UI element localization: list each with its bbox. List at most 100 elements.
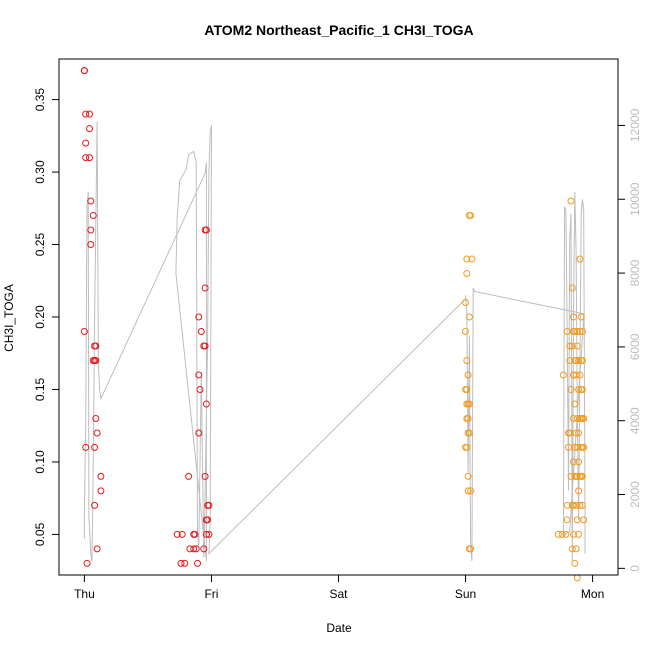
data-point <box>566 342 574 350</box>
data-point <box>563 516 571 524</box>
right-y-tick-label: 8000 <box>628 259 642 286</box>
data-point <box>463 270 471 277</box>
y-tick-label: 0.05 <box>33 522 47 546</box>
data-point <box>578 386 586 393</box>
data-point <box>205 530 213 538</box>
data-point <box>580 516 588 524</box>
data-point <box>571 559 579 567</box>
data-point <box>573 342 581 350</box>
data-point <box>576 501 584 509</box>
y-tick-label: 0.35 <box>33 88 47 112</box>
data-point <box>468 255 476 263</box>
data-point <box>568 284 576 292</box>
data-point <box>173 530 181 538</box>
data-point <box>573 472 581 480</box>
data-point <box>465 313 473 321</box>
data-point <box>202 516 210 524</box>
data-point <box>570 313 577 321</box>
data-point <box>89 212 97 219</box>
data-point <box>192 545 200 553</box>
data-point <box>575 386 583 393</box>
data-point <box>178 530 186 538</box>
data-point <box>558 530 566 538</box>
data-point <box>576 328 584 335</box>
x-axis: Thu Fri Sat Sun Mon <box>74 574 604 601</box>
data-point <box>570 530 577 538</box>
right-y-axis: 0 2000 4000 6000 8000 10000 12000 <box>617 108 642 572</box>
y-axis: 0.05 0.10 0.15 0.20 0.25 0.30 0.35 <box>33 88 60 546</box>
data-point <box>195 371 203 379</box>
data-point <box>572 371 580 379</box>
data-point <box>91 501 99 509</box>
right-y-tick-label: 12000 <box>628 108 642 142</box>
data-point <box>201 342 209 350</box>
data-point <box>92 357 100 364</box>
data-point <box>573 328 581 335</box>
data-point <box>575 487 583 495</box>
data-point <box>562 530 570 538</box>
right-y-tick-label: 0 <box>628 565 642 572</box>
data-point <box>97 472 105 480</box>
data-point <box>93 429 101 437</box>
data-point <box>567 386 575 393</box>
data-point <box>568 342 576 350</box>
data-point <box>575 530 583 538</box>
data-point <box>201 284 209 292</box>
data-point <box>82 154 90 162</box>
data-point <box>570 458 577 466</box>
data-point <box>580 443 588 451</box>
x-tick-label: Mon <box>581 587 604 601</box>
data-point <box>559 371 567 379</box>
data-point <box>202 226 210 234</box>
data-point <box>572 545 580 553</box>
x-tick-label: Sat <box>329 587 348 601</box>
data-point <box>91 443 99 451</box>
data-point <box>575 429 583 437</box>
data-point <box>575 458 583 466</box>
data-point <box>467 212 475 219</box>
data-point <box>82 110 90 118</box>
x-tick-label: Fri <box>204 587 218 601</box>
data-point <box>464 487 472 495</box>
data-point <box>464 472 472 480</box>
data-point <box>185 472 193 480</box>
data-point <box>578 357 586 364</box>
data-point <box>467 545 475 553</box>
data-point <box>177 559 185 567</box>
data-point <box>465 429 473 437</box>
data-point <box>92 415 100 422</box>
data-point <box>200 545 208 553</box>
data-point <box>194 559 201 567</box>
data-point <box>197 328 205 335</box>
data-points <box>80 67 588 582</box>
data-point <box>80 328 88 335</box>
data-point <box>465 400 473 408</box>
data-point <box>82 139 90 147</box>
data-point <box>87 241 95 248</box>
y-tick-label: 0.30 <box>33 160 47 184</box>
data-point <box>572 429 580 437</box>
data-point <box>191 530 199 538</box>
data-point <box>467 487 475 495</box>
data-point <box>576 255 584 263</box>
data-point <box>97 487 105 495</box>
data-point <box>571 328 579 335</box>
data-point <box>93 545 101 553</box>
data-point <box>464 415 472 422</box>
data-point <box>87 226 95 234</box>
y-tick-label: 0.15 <box>33 377 47 401</box>
data-point <box>82 443 90 451</box>
y-tick-label: 0.10 <box>33 450 47 474</box>
data-point <box>571 400 579 408</box>
y-tick-label: 0.20 <box>33 305 47 329</box>
chart-title: ATOM2 Northeast_Pacific_1 CH3I_TOGA <box>204 22 473 38</box>
right-y-tick-label: 2000 <box>628 481 642 508</box>
data-point <box>463 386 471 393</box>
data-point <box>86 110 93 118</box>
data-point <box>202 530 210 538</box>
data-point <box>463 255 471 263</box>
x-tick-label: Thu <box>74 587 95 601</box>
data-point <box>205 501 213 509</box>
data-point <box>578 472 586 480</box>
